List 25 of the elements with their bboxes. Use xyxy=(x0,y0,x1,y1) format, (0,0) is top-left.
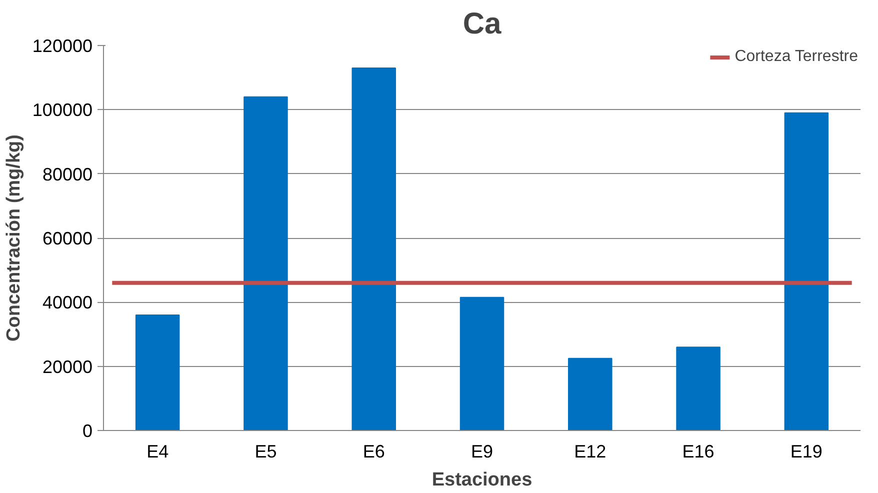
bar xyxy=(568,358,612,430)
y-tick-label: 100000 xyxy=(32,100,93,120)
x-tick-label: E5 xyxy=(254,442,277,462)
x-tick-label: E4 xyxy=(146,442,169,462)
x-tick-label: E16 xyxy=(682,442,714,462)
y-tick-label: 0 xyxy=(82,421,93,441)
bar xyxy=(460,296,504,430)
y-tick-label: 60000 xyxy=(42,228,93,248)
x-tick-label: E9 xyxy=(470,442,494,462)
y-tick-label: 120000 xyxy=(32,36,93,56)
bar xyxy=(244,96,288,430)
y-tick-label: 20000 xyxy=(42,356,93,377)
x-tick-label: E19 xyxy=(790,442,822,462)
x-axis-title: Estaciones xyxy=(432,470,532,490)
y-tick-label: 80000 xyxy=(42,164,93,184)
y-axis-title: Concentración (mg/kg) xyxy=(3,134,24,342)
bar xyxy=(676,346,720,430)
x-tick-label: E6 xyxy=(362,442,385,462)
x-tick-label: E12 xyxy=(574,442,606,462)
bar xyxy=(784,112,829,430)
y-tick-label: 40000 xyxy=(42,292,93,313)
bar xyxy=(352,67,396,430)
bar xyxy=(135,314,180,430)
chart-title: Ca xyxy=(462,8,502,40)
legend-label: Corteza Terrestre xyxy=(734,48,858,66)
